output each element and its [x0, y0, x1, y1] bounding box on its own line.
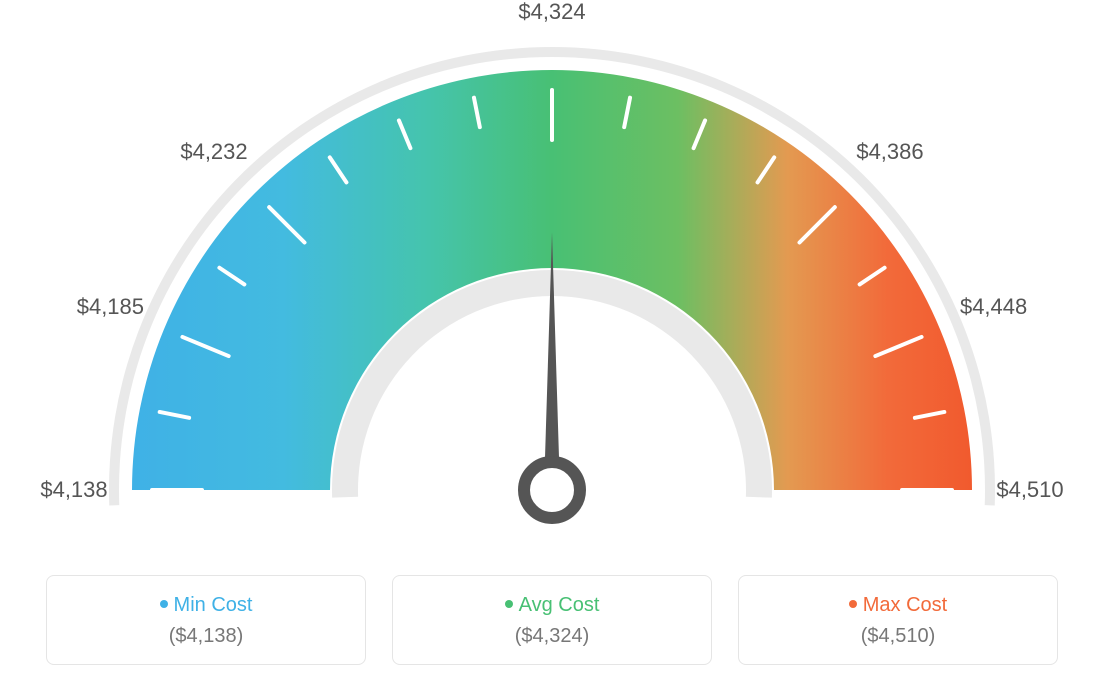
- gauge-tick-label: $4,324: [518, 0, 585, 25]
- legend-value-min: ($4,138): [57, 625, 355, 648]
- legend-box-max: Max Cost ($4,510): [738, 575, 1058, 665]
- legend-value-max: ($4,510): [749, 625, 1047, 648]
- legend-title-avg: Avg Cost: [403, 594, 701, 617]
- dot-icon: [849, 600, 857, 608]
- legend-title-max: Max Cost: [749, 594, 1047, 617]
- legend-label-avg: Avg Cost: [519, 594, 600, 616]
- gauge-tick-label: $4,138: [40, 477, 107, 503]
- legend-value-avg: ($4,324): [403, 625, 701, 648]
- legend-label-min: Min Cost: [174, 594, 253, 616]
- gauge-tick-label: $4,448: [960, 294, 1027, 320]
- gauge-tick-label: $4,386: [856, 139, 923, 165]
- dot-icon: [505, 600, 513, 608]
- gauge-needle-base: [524, 462, 580, 518]
- legend-label-max: Max Cost: [863, 594, 947, 616]
- dot-icon: [160, 600, 168, 608]
- gauge-chart: $4,138 $4,185 $4,232 $4,324 $4,386 $4,448 $4,5…: [0, 0, 1104, 560]
- legend-box-avg: Avg Cost ($4,324): [392, 575, 712, 665]
- gauge-tick-label: $4,510: [996, 477, 1063, 503]
- legend-title-min: Min Cost: [57, 594, 355, 617]
- gauge-tick-label: $4,232: [180, 139, 247, 165]
- legend-box-min: Min Cost ($4,138): [46, 575, 366, 665]
- legend-row: Min Cost ($4,138) Avg Cost ($4,324) Max …: [0, 575, 1104, 665]
- gauge-svg: [0, 0, 1104, 560]
- gauge-tick-label: $4,185: [77, 294, 144, 320]
